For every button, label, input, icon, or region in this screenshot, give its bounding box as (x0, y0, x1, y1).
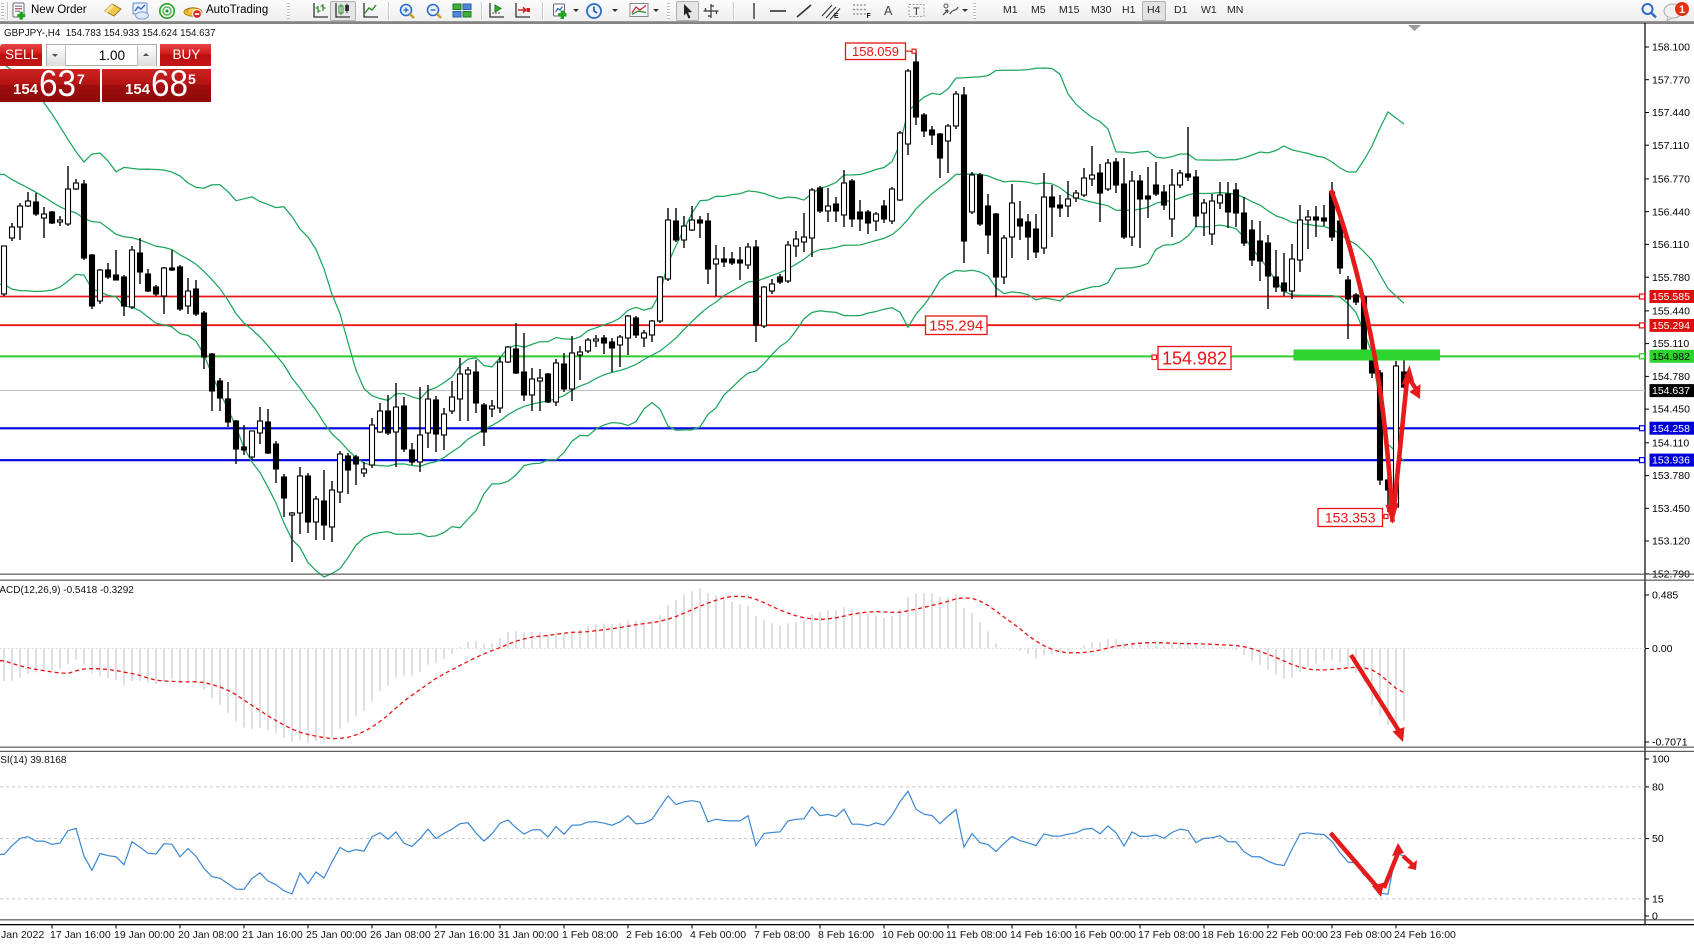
svg-text:153.353: 153.353 (1325, 510, 1376, 526)
svg-text:153.450: 153.450 (1652, 503, 1690, 515)
svg-text:155.585: 155.585 (1652, 291, 1690, 303)
svg-text:157.770: 157.770 (1652, 74, 1690, 86)
svg-text:154.637: 154.637 (1652, 385, 1690, 397)
svg-text:24 Feb 16:00: 24 Feb 16:00 (1394, 929, 1456, 941)
svg-text:15: 15 (1652, 894, 1664, 906)
svg-text:154.258: 154.258 (1652, 423, 1690, 435)
svg-text:23 Feb 08:00: 23 Feb 08:00 (1330, 929, 1392, 941)
svg-text:8 Feb 16:00: 8 Feb 16:00 (818, 929, 874, 941)
svg-text:16 Feb 00:00: 16 Feb 00:00 (1074, 929, 1136, 941)
svg-text:155.440: 155.440 (1652, 306, 1690, 318)
svg-text:156.770: 156.770 (1652, 174, 1690, 186)
svg-text:50: 50 (1652, 833, 1664, 845)
svg-text:153.780: 153.780 (1652, 470, 1690, 482)
svg-text:19 Jan 00:00: 19 Jan 00:00 (114, 929, 175, 941)
svg-text:154.982: 154.982 (1162, 349, 1227, 369)
svg-text:153.120: 153.120 (1652, 536, 1690, 548)
svg-text:156.440: 156.440 (1652, 206, 1690, 218)
svg-text:MACD(12,26,9) -0.5418 -0.3292: MACD(12,26,9) -0.5418 -0.3292 (0, 585, 134, 596)
svg-text:21 Jan 16:00: 21 Jan 16:00 (242, 929, 303, 941)
svg-text:155.294: 155.294 (929, 318, 983, 335)
svg-text:RSI(14) 39.8168: RSI(14) 39.8168 (0, 755, 67, 766)
svg-text:157.110: 157.110 (1652, 140, 1689, 152)
svg-text:4 Feb 00:00: 4 Feb 00:00 (690, 929, 746, 941)
svg-text:22 Feb 00:00: 22 Feb 00:00 (1266, 929, 1328, 941)
svg-text:31 Jan 00:00: 31 Jan 00:00 (498, 929, 559, 941)
svg-text:156.110: 156.110 (1652, 239, 1689, 251)
svg-text:7 Feb 08:00: 7 Feb 08:00 (754, 929, 810, 941)
svg-text:154.110: 154.110 (1652, 437, 1689, 449)
svg-text:155.294: 155.294 (1652, 320, 1690, 332)
svg-text:E: E (834, 13, 839, 20)
svg-text:154.982: 154.982 (1652, 351, 1690, 363)
svg-text:155.110: 155.110 (1652, 338, 1689, 350)
svg-text:18 Feb 16:00: 18 Feb 16:00 (1202, 929, 1264, 941)
svg-text:100: 100 (1652, 754, 1670, 766)
svg-text:0.485: 0.485 (1652, 590, 1678, 602)
svg-text:155.780: 155.780 (1652, 272, 1690, 284)
svg-text:17 Feb 08:00: 17 Feb 08:00 (1138, 929, 1200, 941)
svg-text:20 Jan 08:00: 20 Jan 08:00 (178, 929, 239, 941)
svg-text:11 Feb 08:00: 11 Feb 08:00 (946, 929, 1007, 941)
svg-text:26 Jan 08:00: 26 Jan 08:00 (370, 929, 431, 941)
svg-text:10 Feb 00:00: 10 Feb 00:00 (882, 929, 944, 941)
svg-text:F: F (867, 13, 872, 20)
svg-text:1 Feb 08:00: 1 Feb 08:00 (562, 929, 618, 941)
svg-text:T: T (913, 6, 920, 18)
svg-text:GBPJPY-,H4 154.783 154.933 15: GBPJPY-,H4 154.783 154.933 154.624 154.6… (4, 28, 216, 39)
svg-text:154.780: 154.780 (1652, 371, 1690, 383)
svg-text:1: 1 (1679, 4, 1685, 16)
svg-text:17 Jan 16:00: 17 Jan 16:00 (50, 929, 111, 941)
svg-text:2 Feb 16:00: 2 Feb 16:00 (626, 929, 682, 941)
svg-text:0: 0 (1652, 911, 1658, 923)
svg-text:14 Feb 16:00: 14 Feb 16:00 (1010, 929, 1072, 941)
svg-text:153.936: 153.936 (1652, 455, 1690, 467)
svg-text:158.100: 158.100 (1652, 42, 1690, 54)
svg-text:158.059: 158.059 (852, 44, 899, 59)
svg-text:154.450: 154.450 (1652, 404, 1690, 416)
svg-text:27 Jan 16:00: 27 Jan 16:00 (434, 929, 495, 941)
svg-text:157.440: 157.440 (1652, 107, 1690, 119)
svg-text:80: 80 (1652, 782, 1664, 794)
svg-text:25 Jan 00:00: 25 Jan 00:00 (306, 929, 367, 941)
svg-text:0.00: 0.00 (1652, 643, 1673, 655)
svg-text:Jan 2022: Jan 2022 (1, 929, 44, 941)
